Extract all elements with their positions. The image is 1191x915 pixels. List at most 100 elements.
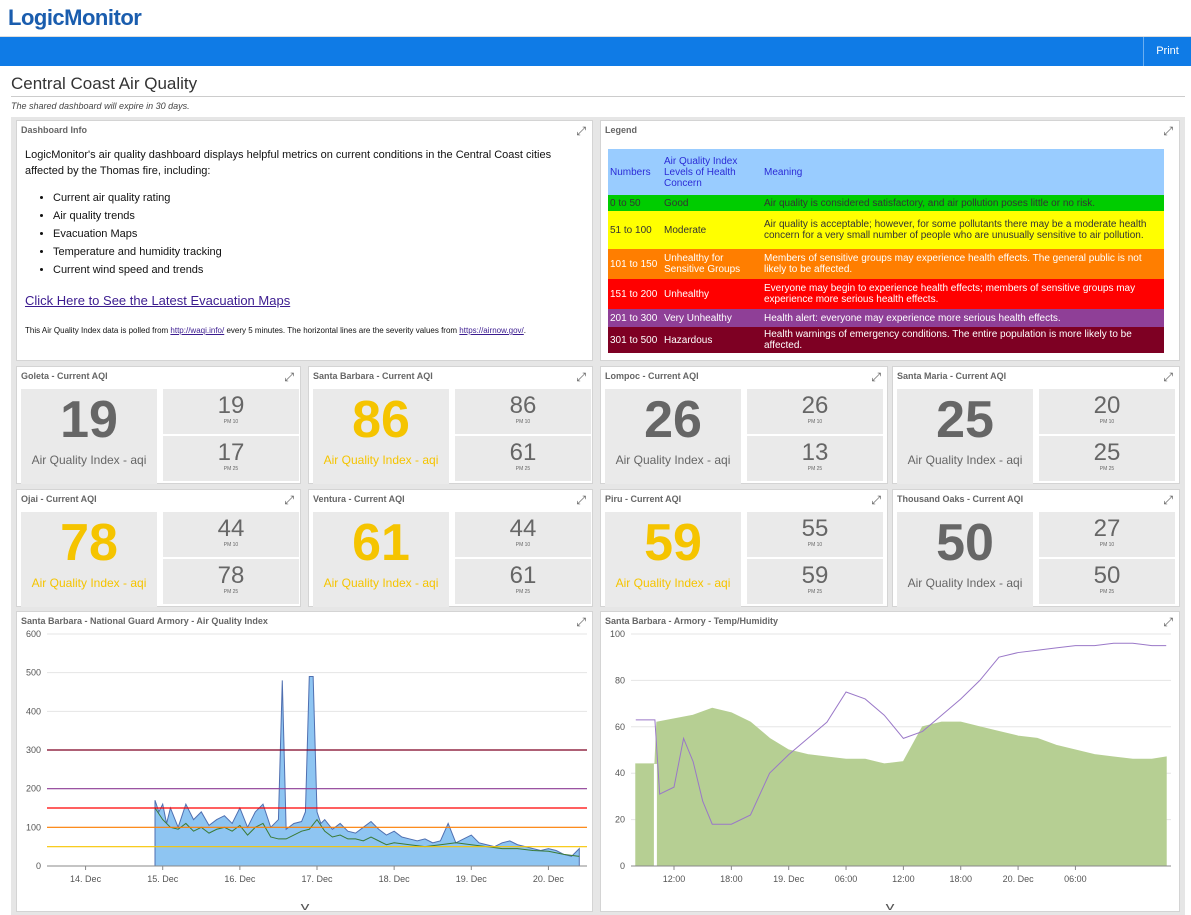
pm10-label: PM 10 xyxy=(223,542,239,548)
pm25-value: 17 xyxy=(217,439,245,466)
y-tick-label: 0 xyxy=(620,861,625,871)
x-tick-label: 18:00 xyxy=(720,874,743,884)
print-button[interactable]: Print xyxy=(1143,37,1191,66)
legend-row: 51 to 100 Moderate Air quality is acceptab… xyxy=(608,211,1164,249)
pm10-label: PM 10 xyxy=(1099,419,1115,425)
airnow-link[interactable]: https://airnow.gov/ xyxy=(459,326,524,335)
expand-icon[interactable]: ⤢ xyxy=(1163,124,1173,138)
x-tick-label: 16. Dec xyxy=(224,874,256,884)
widget-title: Santa Barbara - Current AQI xyxy=(313,371,433,381)
list-item: Evacuation Maps xyxy=(53,225,584,243)
x-tick-label: 06:00 xyxy=(835,874,858,884)
aqi-label: Air Quality Index - aqi xyxy=(615,453,731,467)
legend-level: Very Unhealthy xyxy=(664,312,732,324)
humidity-area-series xyxy=(635,707,1167,867)
aqi-value: 19 xyxy=(60,391,118,449)
evacuation-maps-link[interactable]: Click Here to See the Latest Evacuation … xyxy=(25,293,291,308)
legend-widget: Legend ⤢ Numbers Air Quality Index Level… xyxy=(600,120,1180,361)
pm25-label: PM 25 xyxy=(515,589,531,595)
expand-icon[interactable]: ⤢ xyxy=(1163,615,1173,629)
aqi-big-tile: 19 Air Quality Index - aqi xyxy=(21,389,157,484)
pm10-label: PM 10 xyxy=(223,419,239,425)
logicmonitor-logo[interactable]: LogicMonitor xyxy=(8,5,142,31)
x-tick-label: 14. Dec xyxy=(70,874,102,884)
note-text: every 5 minutes. The horizontal lines ar… xyxy=(224,326,460,335)
current-aqi-widget: Lompoc - Current AQI ⤢ 26 Air Quality Index… xyxy=(600,366,888,484)
x-tick-label: 15. Dec xyxy=(147,874,179,884)
aqi-area-series xyxy=(154,676,580,867)
widget-title: Goleta - Current AQI xyxy=(21,371,108,381)
x-tick-label: 19. Dec xyxy=(773,874,805,884)
legend-header-row: Numbers Air Quality Index Levels of Heal… xyxy=(608,149,1164,195)
legend-level: Hazardous xyxy=(664,334,713,346)
pm10-value: 44 xyxy=(509,515,537,542)
pm10-tile: 55 PM 10 xyxy=(747,512,883,557)
y-tick-label: 100 xyxy=(610,630,625,639)
pm25-value: 59 xyxy=(801,562,829,589)
x-tick-label: 20. Dec xyxy=(1003,874,1035,884)
legend-level: Unhealthy for Sensitive Groups xyxy=(664,253,741,275)
pm25-label: PM 25 xyxy=(807,466,823,472)
expand-icon[interactable]: ⤢ xyxy=(284,493,294,507)
expand-icon[interactable]: ⤢ xyxy=(284,370,294,384)
page-subtitle: The shared dashboard will expire in 30 d… xyxy=(11,101,190,111)
aqi-big-tile: 78 Air Quality Index - aqi xyxy=(21,512,157,607)
chevron-down-icon[interactable]: v xyxy=(885,901,895,912)
widget-title: Lompoc - Current AQI xyxy=(605,371,699,381)
legend-numbers: 201 to 300 xyxy=(610,312,658,324)
aqi-chart-widget: Santa Barbara - National Guard Armory - … xyxy=(16,611,593,912)
pm10-value: 19 xyxy=(217,392,245,419)
aqi-big-tile: 50 Air Quality Index - aqi xyxy=(897,512,1033,607)
widget-title: Legend xyxy=(605,125,638,135)
legend-meaning: Air quality is acceptable; however, for … xyxy=(764,219,1147,241)
pm10-tile: 86 PM 10 xyxy=(455,389,591,434)
current-aqi-widget: Thousand Oaks - Current AQI ⤢ 50 Air Qualit… xyxy=(892,489,1180,607)
pm25-tile: 50 PM 25 xyxy=(1039,559,1175,604)
expand-icon[interactable]: ⤢ xyxy=(576,493,586,507)
pm10-value: 44 xyxy=(217,515,245,542)
gap-marker xyxy=(653,763,657,866)
aqi-big-tile: 25 Air Quality Index - aqi xyxy=(897,389,1033,484)
legend-meaning: Health alert: everyone may experience mo… xyxy=(764,312,1061,324)
pm25-value: 78 xyxy=(217,562,245,589)
aqi-label: Air Quality Index - aqi xyxy=(615,576,731,590)
pm10-tile: 20 PM 10 xyxy=(1039,389,1175,434)
legend-row: 151 to 200 Unhealthy Everyone may begin to… xyxy=(608,279,1164,309)
chevron-down-icon[interactable]: v xyxy=(300,901,309,912)
x-tick-label: 18:00 xyxy=(949,874,972,884)
expand-icon[interactable]: ⤢ xyxy=(871,370,881,384)
expand-icon[interactable]: ⤢ xyxy=(576,615,586,629)
legend-level: Good xyxy=(664,197,689,209)
pm10-tile: 44 PM 10 xyxy=(455,512,591,557)
legend-meaning: Members of sensitive groups may experien… xyxy=(764,253,1142,275)
pm10-label: PM 10 xyxy=(807,419,823,425)
aqi-label: Air Quality Index - aqi xyxy=(323,576,439,590)
pm10-value: 86 xyxy=(509,392,537,419)
expand-icon[interactable]: ⤢ xyxy=(576,370,586,384)
legend-table: Numbers Air Quality Index Levels of Heal… xyxy=(608,149,1164,353)
pm10-label: PM 10 xyxy=(1099,542,1115,548)
legend-row: 301 to 500 Hazardous Health warnings of em… xyxy=(608,327,1164,353)
pm25-tile: 17 PM 25 xyxy=(163,436,299,481)
dashboard-info-widget: Dashboard Info ⤢ LogicMonitor's air qual… xyxy=(16,120,593,361)
widget-title: Piru - Current AQI xyxy=(605,494,682,504)
aqi-label: Air Quality Index - aqi xyxy=(907,453,1023,467)
x-tick-label: 18. Dec xyxy=(379,874,411,884)
aqi-label: Air Quality Index - aqi xyxy=(31,576,147,590)
pm25-label: PM 25 xyxy=(807,589,823,595)
expand-icon[interactable]: ⤢ xyxy=(871,493,881,507)
y-tick-label: 200 xyxy=(26,784,41,794)
aqi-value: 78 xyxy=(60,514,118,572)
x-tick-label: 17. Dec xyxy=(301,874,333,884)
expand-icon[interactable]: ⤢ xyxy=(576,124,586,138)
pm10-tile: 44 PM 10 xyxy=(163,512,299,557)
aqi-value: 61 xyxy=(352,514,410,572)
x-tick-label: 19. Dec xyxy=(456,874,488,884)
expand-icon[interactable]: ⤢ xyxy=(1163,493,1173,507)
info-intro: LogicMonitor's air quality dashboard dis… xyxy=(25,149,552,177)
current-aqi-widget: Ojai - Current AQI ⤢ 78 Air Quality Index -… xyxy=(16,489,301,607)
aqi-value: 50 xyxy=(936,514,994,572)
expand-icon[interactable]: ⤢ xyxy=(1163,370,1173,384)
x-tick-label: 06:00 xyxy=(1064,874,1087,884)
waqi-link[interactable]: http://waqi.info/ xyxy=(170,326,225,335)
